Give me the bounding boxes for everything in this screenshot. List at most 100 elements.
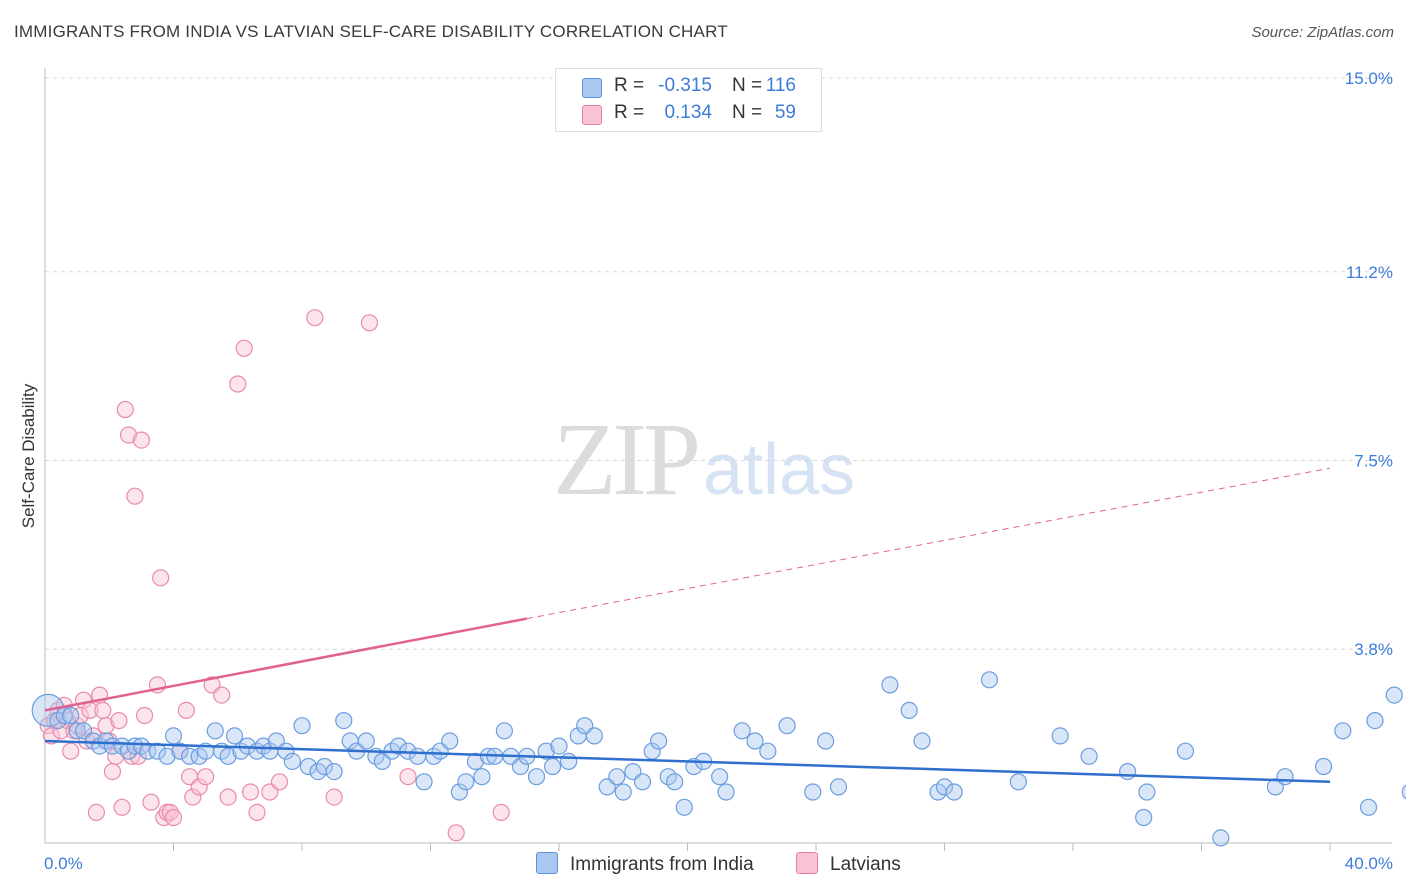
- latvians-trend-line: [44, 617, 528, 712]
- x-tick-label: 40.0%: [1345, 854, 1393, 873]
- latvians-point: [447, 824, 465, 842]
- latvians-point: [152, 569, 170, 587]
- india-point: [457, 773, 475, 791]
- legend: R = -0.315 N = 116 R = 0.134 N = 59: [555, 68, 822, 132]
- legend-swatch-latvians: [582, 105, 602, 125]
- bottom-legend-india: Immigrants from India: [536, 852, 754, 876]
- india-point: [1366, 711, 1384, 730]
- latvians-points: [39, 309, 510, 842]
- india-point: [325, 762, 343, 781]
- india-point: [527, 768, 546, 786]
- watermark-atlas: atlas: [703, 430, 856, 510]
- india-point: [335, 711, 353, 730]
- india-point: [614, 783, 632, 801]
- latvians-trend-line: [526, 467, 1331, 620]
- y-axis-label: Self-Care Disability: [19, 383, 38, 528]
- latvians-point: [103, 762, 122, 781]
- latvians-point: [242, 783, 260, 801]
- latvians-point: [62, 742, 80, 760]
- india-point: [537, 742, 555, 760]
- latvians-point: [164, 808, 183, 827]
- india-point: [225, 727, 244, 745]
- india-point: [415, 773, 433, 791]
- latvians-point: [248, 803, 266, 822]
- india-point: [817, 732, 835, 750]
- latvians-point: [84, 727, 102, 745]
- india-point: [126, 737, 144, 755]
- legend-r-value: -0.315: [658, 75, 712, 96]
- india-point: [283, 752, 301, 771]
- latvians-point: [235, 339, 253, 357]
- india-point: [550, 737, 568, 755]
- source-credit: Source: ZipAtlas.com: [1251, 24, 1394, 41]
- y-tick-label: 3.8%: [1354, 640, 1393, 659]
- latvians-point: [129, 747, 147, 765]
- x-tick-label: 0.0%: [44, 854, 83, 873]
- india-point: [900, 701, 918, 720]
- india-point: [158, 747, 176, 765]
- latvians-point: [119, 426, 138, 444]
- latvians-point: [94, 701, 112, 720]
- legend-r-label: R =: [614, 75, 645, 96]
- legend-swatch-india: [582, 78, 602, 98]
- bottom-legend-label-latvians: Latvians: [830, 854, 901, 875]
- india-point: [759, 742, 777, 760]
- latvians-point: [197, 768, 215, 786]
- india-point: [1276, 768, 1294, 786]
- chart-title: IMMIGRANTS FROM INDIA VS LATVIAN SELF-CA…: [14, 22, 728, 41]
- latvians-point: [87, 803, 106, 822]
- india-point: [450, 783, 469, 801]
- axis-labels: 3.8% 7.5% 11.2% 15.0% 0.0% 40.0% Self-Care Dis…: [19, 69, 1393, 873]
- india-point: [717, 783, 735, 801]
- india-point: [68, 722, 86, 740]
- india-point: [62, 706, 80, 725]
- india-point: [1080, 747, 1098, 765]
- india-trend-line: [44, 739, 1331, 784]
- india-point: [746, 732, 764, 750]
- india-point: [1135, 808, 1153, 827]
- latvians-point: [142, 793, 160, 811]
- india-point: [148, 742, 167, 760]
- watermark-zip: ZIP: [553, 402, 701, 517]
- india-point: [315, 757, 334, 776]
- india-point: [711, 768, 729, 786]
- india-point: [945, 783, 963, 801]
- india-point: [1401, 784, 1406, 800]
- india-point: [466, 752, 485, 771]
- india-point: [633, 773, 652, 791]
- legend-r-value: 0.134: [664, 102, 712, 123]
- india-point: [881, 676, 899, 694]
- india-point: [473, 768, 491, 786]
- y-tick-label: 7.5%: [1354, 452, 1393, 471]
- india-point: [164, 727, 183, 745]
- legend-row-india: R = -0.315 N = 116: [556, 75, 821, 101]
- india-point: [1212, 829, 1230, 847]
- latvians-point: [213, 686, 231, 704]
- latvians-point: [325, 788, 343, 806]
- bottom-legend-swatch-latvians: [796, 852, 818, 874]
- india-point: [1051, 727, 1069, 745]
- india-point: [980, 671, 999, 689]
- latvians-point: [360, 314, 379, 332]
- india-point: [543, 757, 562, 776]
- latvians-point: [177, 701, 195, 720]
- india-point: [495, 722, 513, 740]
- legend-n-value: 116: [765, 75, 796, 96]
- latvians-point: [184, 788, 202, 806]
- axes: [44, 68, 1392, 851]
- legend-n-label: N =: [732, 102, 763, 123]
- latvians-point: [219, 788, 237, 806]
- latvians-point: [126, 487, 144, 505]
- grid-lines: [45, 77, 1392, 650]
- india-point: [180, 747, 199, 765]
- india-point: [560, 752, 578, 771]
- india-point: [1138, 783, 1156, 801]
- latvians-point: [116, 400, 134, 419]
- latvians-point: [399, 768, 417, 786]
- bottom-legend-label-india: Immigrants from India: [570, 854, 754, 875]
- india-point: [666, 773, 684, 791]
- india-point: [171, 742, 189, 760]
- india-point: [277, 742, 295, 760]
- watermark: ZIPatlas: [553, 400, 855, 519]
